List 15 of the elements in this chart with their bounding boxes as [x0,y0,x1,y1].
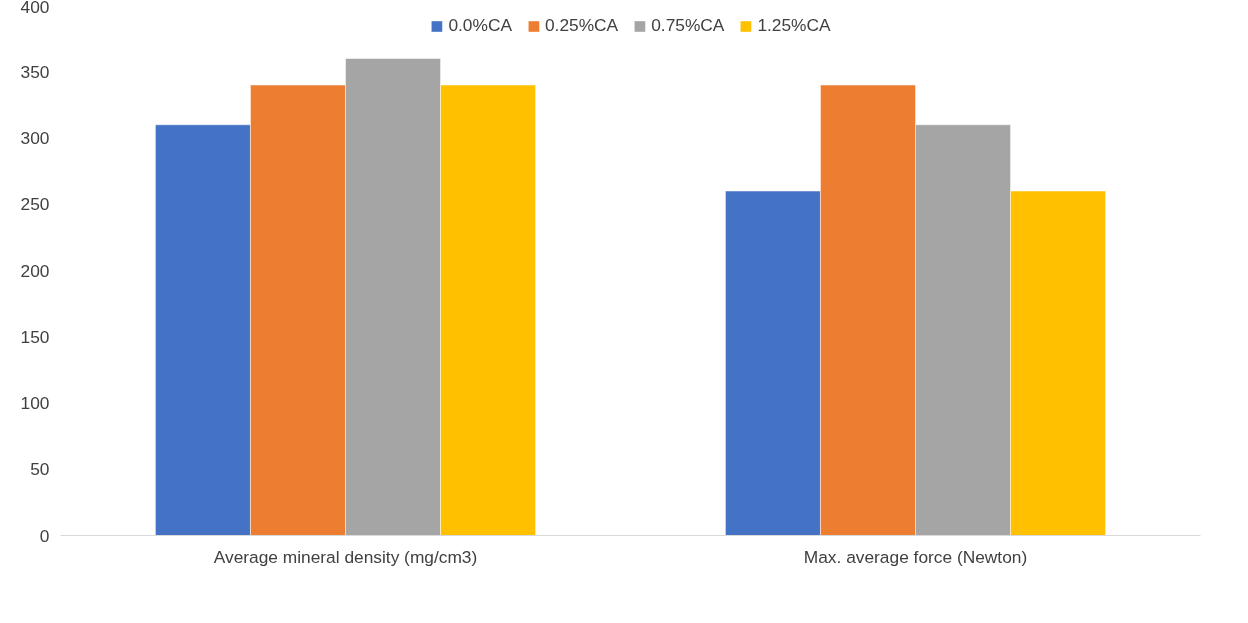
y-tick-label: 100 [20,393,50,413]
y-tick-label: 350 [20,61,50,82]
y-tick-label: 300 [20,128,50,148]
y-tick-label: 0 [39,525,50,546]
y-tick-label: 250 [20,194,50,215]
legend-label: 0.0%CA [448,15,512,36]
legend-label: 1.25%CA [757,15,831,36]
y-tick-label: 50 [30,459,50,480]
legend-label: 0.75%CA [651,15,725,36]
y-tick-label: 400 [20,0,50,17]
y-tick-label: 200 [20,260,50,281]
x-tick-label: Max. average force (Newton) [803,546,1028,567]
x-tick-label: Average mineral density (mg/cm3) [213,546,478,567]
y-tick-label: 150 [20,326,50,347]
legend-label: 0.25%CA [544,15,619,36]
